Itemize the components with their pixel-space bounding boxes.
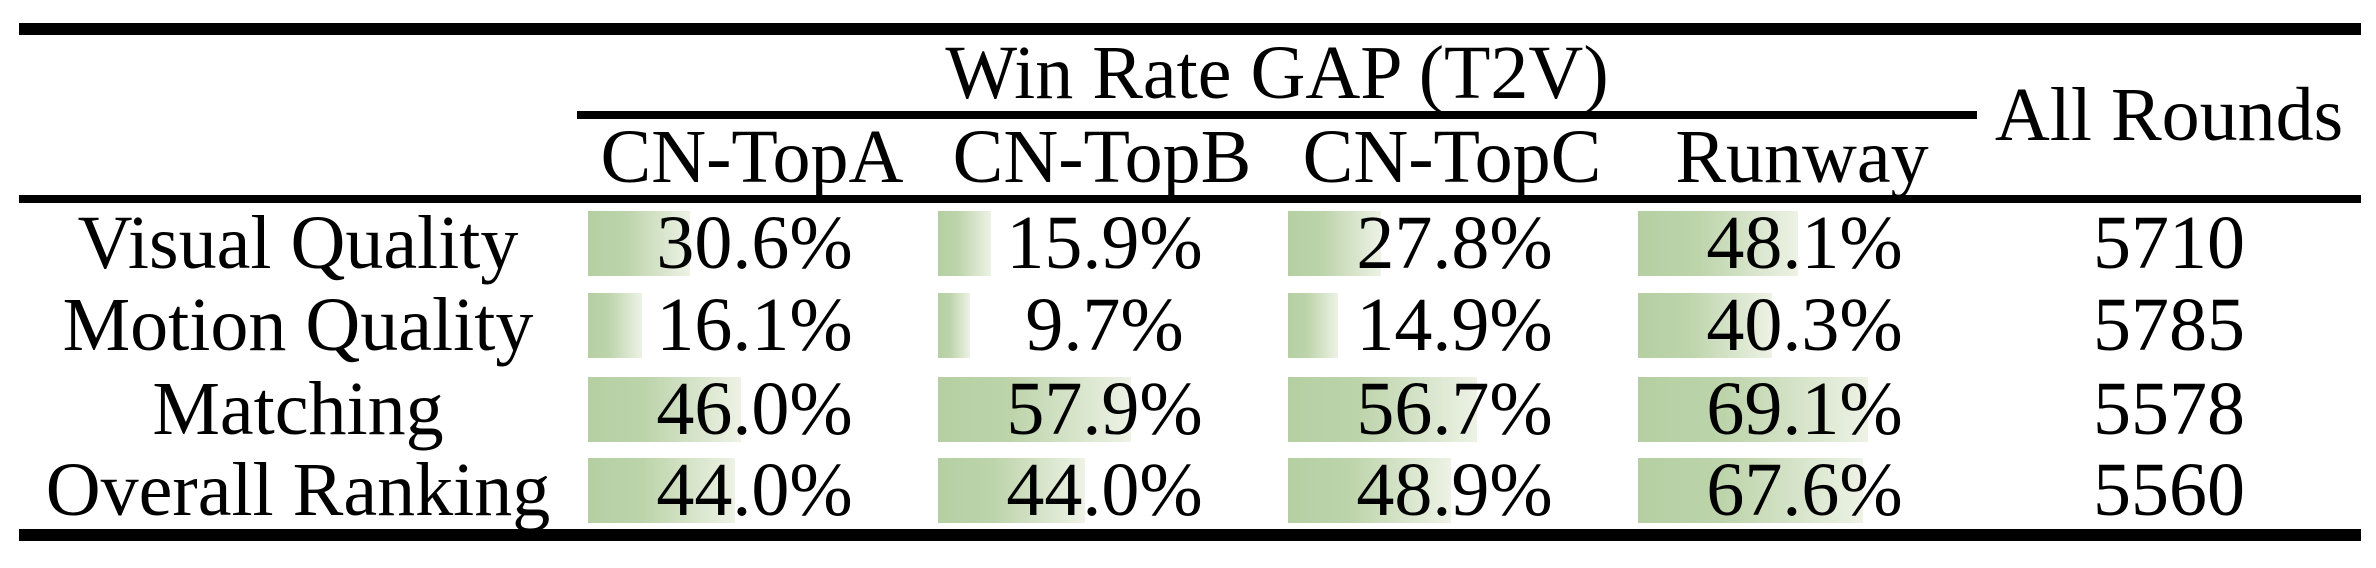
win-rate-value: 16.1% xyxy=(656,283,853,367)
all-rounds-value: 5560 xyxy=(2093,448,2246,532)
win-rate-value: 48.1% xyxy=(1706,201,1903,285)
win-rate-cell: 57.9% xyxy=(938,371,1271,447)
win-rate-bar xyxy=(588,457,735,523)
row-label: Motion Quality xyxy=(62,283,534,367)
win-rate-cell: 30.6% xyxy=(588,205,921,281)
win-rate-bar xyxy=(588,210,690,276)
column-header-row: CN-TopA CN-TopB CN-TopC Runway xyxy=(19,115,2361,199)
table-row: Matching 46.0% 57.9% 56.7% 69.1% 5578 xyxy=(19,367,2361,451)
win-rate-value: 44.0% xyxy=(656,448,853,532)
win-rate-bar xyxy=(938,292,971,358)
win-rate-cell: 48.1% xyxy=(1638,205,1971,281)
win-rate-bar xyxy=(588,292,642,358)
win-rate-bar xyxy=(1638,292,1773,358)
win-rate-table: Win Rate GAP (T2V) All Rounds CN-TopA CN-… xyxy=(19,23,2362,541)
win-rate-bar xyxy=(1288,210,1381,276)
table-row: Visual Quality 30.6% 15.9% 27.8% 48.1% 5710 xyxy=(19,195,2362,283)
all-rounds-header: All Rounds xyxy=(1994,73,2344,157)
win-rate-cell: 16.1% xyxy=(588,287,921,363)
win-rate-value: 30.6% xyxy=(656,201,853,285)
win-rate-cell: 14.9% xyxy=(1288,287,1621,363)
corner-cell xyxy=(19,115,577,199)
win-rate-value: 27.8% xyxy=(1356,201,1553,285)
win-rate-cell: 15.9% xyxy=(938,205,1271,281)
win-rate-cell: 9.7% xyxy=(938,287,1271,363)
win-rate-cell: 56.7% xyxy=(1288,371,1621,447)
column-header-runway: Runway xyxy=(1675,115,1929,199)
all-rounds-value: 5578 xyxy=(2093,367,2246,451)
win-rate-bar xyxy=(938,376,1131,442)
row-label: Matching xyxy=(152,367,444,451)
win-rate-cell: 48.9% xyxy=(1288,452,1621,528)
row-label: Overall Ranking xyxy=(45,448,551,532)
win-rate-value: 56.7% xyxy=(1356,367,1553,451)
win-rate-cell: 46.0% xyxy=(588,371,921,447)
win-rate-bar xyxy=(1638,210,1799,276)
win-rate-value: 69.1% xyxy=(1706,367,1903,451)
win-rate-bar xyxy=(1288,457,1451,523)
win-rate-bar xyxy=(1288,376,1477,442)
win-rate-value: 67.6% xyxy=(1706,448,1903,532)
win-rate-value: 46.0% xyxy=(656,367,853,451)
win-rate-value: 44.0% xyxy=(1006,448,1203,532)
win-rate-value: 9.7% xyxy=(1025,283,1184,367)
win-rate-value: 15.9% xyxy=(1006,201,1203,285)
win-rate-bar xyxy=(938,457,1085,523)
win-rate-cell: 27.8% xyxy=(1288,205,1621,281)
table-row: Overall Ranking 44.0% 44.0% 48.9% 67.6% 5560 xyxy=(19,451,2361,535)
win-rate-cell: 44.0% xyxy=(938,452,1271,528)
win-rate-cell: 44.0% xyxy=(588,452,921,528)
column-header-cn-topc: CN-TopC xyxy=(1302,115,1602,199)
win-rate-value: 40.3% xyxy=(1706,283,1903,367)
all-rounds-value: 5785 xyxy=(2093,283,2246,367)
table-row: Motion Quality 16.1% 9.7% 14.9% 40.3% 5785 xyxy=(19,283,2361,367)
corner-cell xyxy=(19,29,577,115)
win-rate-value: 14.9% xyxy=(1356,283,1553,367)
row-label: Visual Quality xyxy=(19,195,577,283)
win-rate-cell: 40.3% xyxy=(1638,287,1971,363)
win-rate-bar xyxy=(588,376,742,442)
win-rate-bar xyxy=(1288,292,1338,358)
win-rate-value: 57.9% xyxy=(1006,367,1203,451)
group-header: Win Rate GAP (T2V) xyxy=(577,29,1978,119)
win-rate-value: 48.9% xyxy=(1356,448,1553,532)
column-header-cn-topb: CN-TopB xyxy=(952,115,1252,199)
table-body: Visual Quality 30.6% 15.9% 27.8% 48.1% 5710 Mo… xyxy=(19,195,2362,535)
all-rounds-value: 5710 xyxy=(1977,195,2362,283)
win-rate-bar xyxy=(938,210,991,276)
win-rate-bar xyxy=(1638,457,1864,523)
win-rate-cell: 67.6% xyxy=(1638,452,1971,528)
win-rate-cell: 69.1% xyxy=(1638,371,1971,447)
column-header-cn-topa: CN-TopA xyxy=(600,115,904,199)
win-rate-bar xyxy=(1638,376,1869,442)
group-header-row: Win Rate GAP (T2V) All Rounds xyxy=(19,29,2361,153)
